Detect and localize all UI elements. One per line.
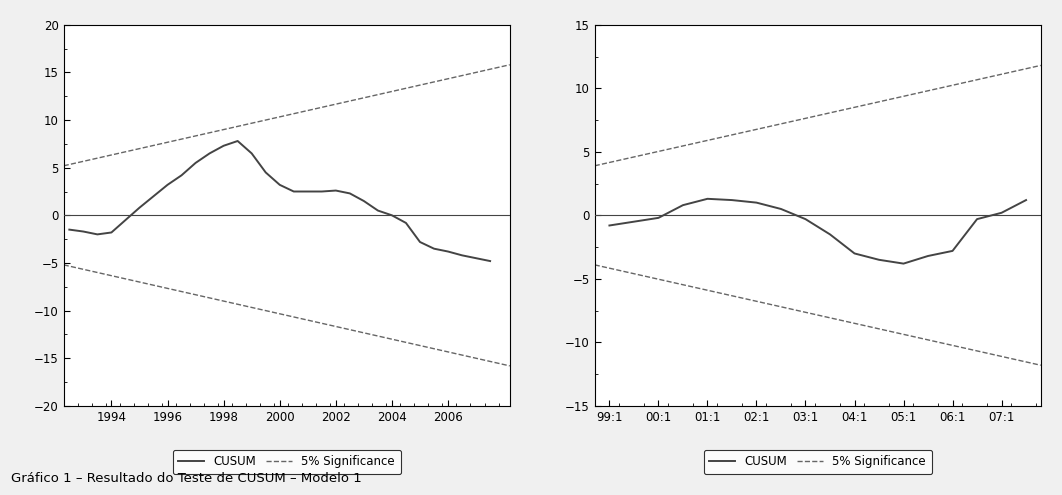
- Legend: CUSUM, 5% Significance: CUSUM, 5% Significance: [172, 449, 401, 474]
- Text: Gráfico 1 – Resultado do Teste de CUSUM – Modelo 1: Gráfico 1 – Resultado do Teste de CUSUM …: [11, 472, 361, 485]
- Legend: CUSUM, 5% Significance: CUSUM, 5% Significance: [703, 449, 932, 474]
